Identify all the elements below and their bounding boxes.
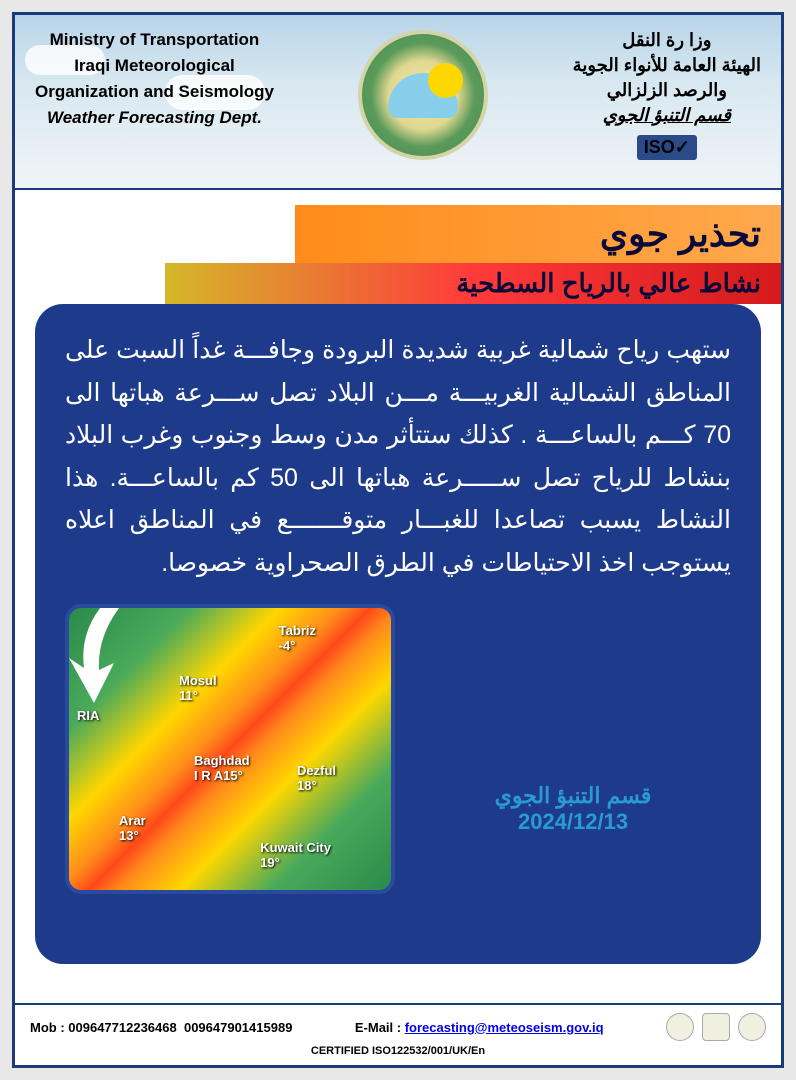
organization-logo: [358, 30, 488, 160]
org-ar-2: والرصد الزلزالي: [573, 80, 761, 101]
org-en-2: Organization and Seismology: [35, 82, 274, 102]
header: Ministry of Transportation Iraqi Meteoro…: [15, 15, 781, 190]
warning-subtitle: نشاط عالي بالرياح السطحية: [165, 263, 781, 304]
footer-email: E-Mail : forecasting@meteoseism.gov.iq: [355, 1020, 604, 1035]
cert-logo-icon: [666, 1013, 694, 1041]
footer-cert: CERTIFIED ISO122532/001/UK/En: [30, 1045, 766, 1057]
city-kuwait: Kuwait City19°: [260, 840, 331, 870]
header-arabic: وزا رة النقل الهيئة العامة للأنواء الجوي…: [573, 25, 761, 178]
cert-logo-icon: [738, 1013, 766, 1041]
weather-bulletin: Ministry of Transportation Iraqi Meteoro…: [12, 12, 784, 1068]
footer-logos: [666, 1013, 766, 1041]
dept-en: Weather Forecasting Dept.: [35, 108, 274, 128]
weather-map: Tabriz-4° Mosul11° RIA BaghdadI R A15° D…: [65, 604, 395, 894]
header-english: Ministry of Transportation Iraqi Meteoro…: [35, 25, 274, 178]
org-ar-1: الهيئة العامة للأنواء الجوية: [573, 55, 761, 76]
signature-dept: قسم التنبؤ الجوي: [495, 783, 652, 809]
city-baghdad: BaghdadI R A15°: [194, 753, 250, 783]
city-tabriz: Tabriz-4°: [279, 623, 316, 653]
bottom-section: Tabriz-4° Mosul11° RIA BaghdadI R A15° D…: [65, 604, 731, 894]
iso-badge: ✓ ISO: [637, 135, 697, 160]
ministry-en: Ministry of Transportation: [35, 30, 274, 50]
city-arar: Arar13°: [119, 813, 146, 843]
city-mosul: Mosul11°: [179, 673, 217, 703]
email-link[interactable]: forecasting@meteoseism.gov.iq: [405, 1020, 604, 1035]
footer-contact-row: Mob : 009647712236468 009647901415989 E-…: [30, 1013, 766, 1041]
signature-date: 2024/12/13: [518, 809, 628, 835]
org-en-1: Iraqi Meteorological: [35, 56, 274, 76]
ministry-ar: وزا رة النقل: [573, 30, 761, 51]
signature-block: قسم التنبؤ الجوي 2024/12/13: [415, 604, 731, 894]
arrow-icon: [65, 604, 159, 718]
warning-body-text: ستهب رياح شمالية غربية شديدة البرودة وجا…: [65, 329, 731, 584]
city-dezful: Dezful18°: [297, 763, 336, 793]
main-content-box: ستهب رياح شمالية غربية شديدة البرودة وجا…: [35, 304, 761, 964]
warning-title: تحذير جوي: [295, 205, 781, 263]
cert-logo-icon: [702, 1013, 730, 1041]
logo-inner: [388, 73, 458, 118]
footer: Mob : 009647712236468 009647901415989 E-…: [15, 1003, 781, 1065]
footer-phones: Mob : 009647712236468 009647901415989: [30, 1020, 292, 1035]
dept-ar: قسم التنبؤ الجوي: [573, 105, 761, 126]
